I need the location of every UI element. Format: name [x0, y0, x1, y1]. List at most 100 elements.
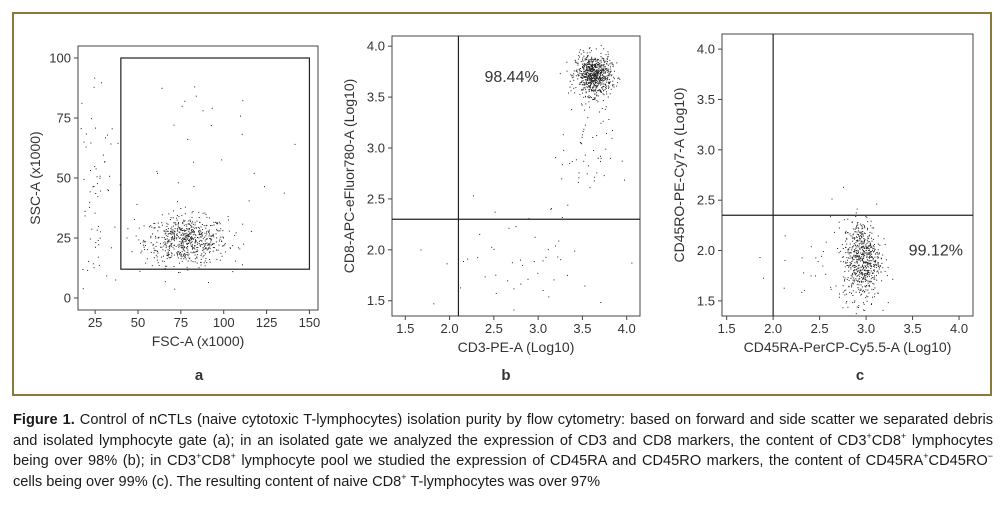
scatter-point: [194, 227, 196, 229]
scatter-point: [171, 242, 173, 244]
scatter-point: [169, 247, 171, 249]
scatter-point: [196, 249, 198, 251]
scatter-point: [593, 64, 595, 66]
scatter-point: [582, 50, 584, 52]
scatter-point: [588, 82, 589, 84]
scatter-point: [596, 72, 598, 74]
scatter-point: [604, 77, 606, 79]
scatter-point: [863, 253, 865, 255]
scatter-point: [585, 103, 587, 105]
scatter-point: [182, 240, 184, 242]
scatter-point: [153, 252, 155, 254]
scatter-point: [594, 83, 596, 85]
scatter-point: [174, 236, 176, 238]
scatter-point: [219, 259, 221, 261]
scatter-point: [212, 244, 214, 245]
scatter-point: [167, 233, 169, 235]
scatter-point: [868, 249, 869, 251]
scatter-point: [845, 247, 847, 248]
caption-text: Control of nCTLs (naive cytotoxic T-lymp…: [13, 412, 993, 490]
scatter-point: [847, 277, 849, 279]
scatter-point: [867, 227, 868, 229]
scatter-point: [854, 273, 856, 275]
scatter-point: [595, 73, 596, 75]
plot-frame: [721, 33, 974, 317]
scatter-point: [865, 289, 867, 291]
scatter-point: [600, 69, 601, 71]
scatter-point: [597, 62, 599, 64]
scatter-point: [859, 278, 861, 280]
y-axis-label: CD45RO-PE-Cy7-A (Log10): [671, 87, 687, 262]
scatter-point: [192, 261, 194, 263]
scatter-point: [874, 278, 876, 280]
scatter-point: [206, 233, 208, 235]
scatter-point: [157, 252, 159, 254]
scatter-point: [183, 258, 185, 260]
scatter-point: [203, 254, 205, 256]
scatter-point: [595, 77, 597, 79]
scatter-point: [216, 230, 218, 232]
scatter-point: [591, 81, 593, 83]
scatter-point: [589, 97, 590, 99]
scatter-point: [164, 243, 166, 245]
scatter-point: [603, 79, 605, 81]
scatter-point: [607, 96, 609, 98]
scatter-point: [169, 245, 171, 247]
scatter-point: [180, 254, 182, 256]
scatter-point: [581, 103, 582, 105]
scatter-point: [611, 74, 613, 76]
scatter-point: [184, 257, 186, 258]
scatter-point: [190, 251, 192, 253]
scatter-point: [846, 262, 848, 264]
scatter-point: [853, 283, 854, 285]
scatter-point: [601, 77, 602, 79]
scatter-point: [169, 241, 171, 243]
scatter-point: [88, 261, 90, 262]
scatter-point: [867, 289, 869, 291]
scatter-point: [854, 237, 856, 239]
scatter-point: [205, 225, 207, 227]
scatter-point: [200, 262, 202, 264]
scatter-point: [866, 239, 868, 241]
scatter-point: [234, 235, 236, 236]
scatter-point: [191, 237, 193, 239]
scatter-point: [874, 256, 876, 258]
scatter-point: [204, 240, 206, 242]
scatter-point: [572, 74, 574, 76]
scatter-point: [600, 157, 602, 159]
scatter-point: [870, 253, 872, 255]
scatter-point: [200, 231, 202, 233]
scatter-point: [864, 227, 866, 229]
scatter-point: [220, 228, 222, 230]
scatter-point: [835, 285, 837, 287]
scatter-point: [848, 270, 850, 272]
scatter-point: [587, 78, 589, 80]
scatter-point: [173, 248, 175, 250]
scatter-point: [862, 266, 863, 268]
scatter-point: [174, 288, 176, 290]
scatter-point: [153, 247, 155, 249]
scatter-point: [586, 69, 588, 71]
scatter-point: [597, 64, 598, 66]
scatter-point: [589, 76, 591, 78]
scatter-point: [595, 78, 597, 80]
scatter-point: [851, 283, 853, 285]
scatter-point: [595, 65, 596, 67]
scatter-point: [861, 246, 863, 248]
scatter-point: [609, 72, 611, 74]
scatter-point: [595, 72, 597, 74]
scatter-point: [864, 273, 865, 275]
scatter-point: [865, 245, 867, 247]
scatter-point: [856, 262, 858, 264]
scatter-point: [585, 76, 587, 78]
scatter-point: [217, 249, 219, 251]
scatter-point: [179, 228, 181, 230]
scatter-point: [852, 265, 853, 267]
scatter-point: [165, 242, 167, 244]
scatter-point: [204, 260, 206, 262]
scatter-point: [578, 72, 580, 74]
gate-percentage: 98.44%: [484, 69, 538, 86]
scatter-point: [862, 268, 864, 270]
scatter-point: [851, 286, 853, 288]
scatter-point: [178, 222, 179, 224]
